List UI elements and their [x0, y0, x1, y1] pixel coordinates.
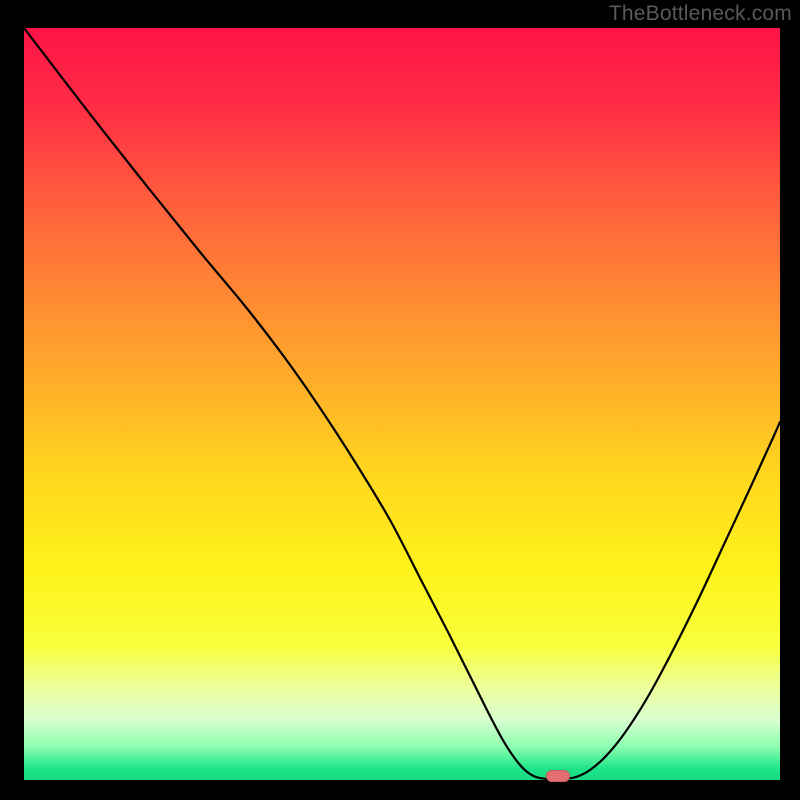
optimal-marker: [546, 770, 570, 782]
chart-container: { "watermark": { "text": "TheBottleneck.…: [0, 0, 800, 800]
bottleneck-chart: [0, 0, 800, 800]
watermark-text: TheBottleneck.com: [609, 2, 792, 26]
plot-background: [24, 28, 780, 780]
